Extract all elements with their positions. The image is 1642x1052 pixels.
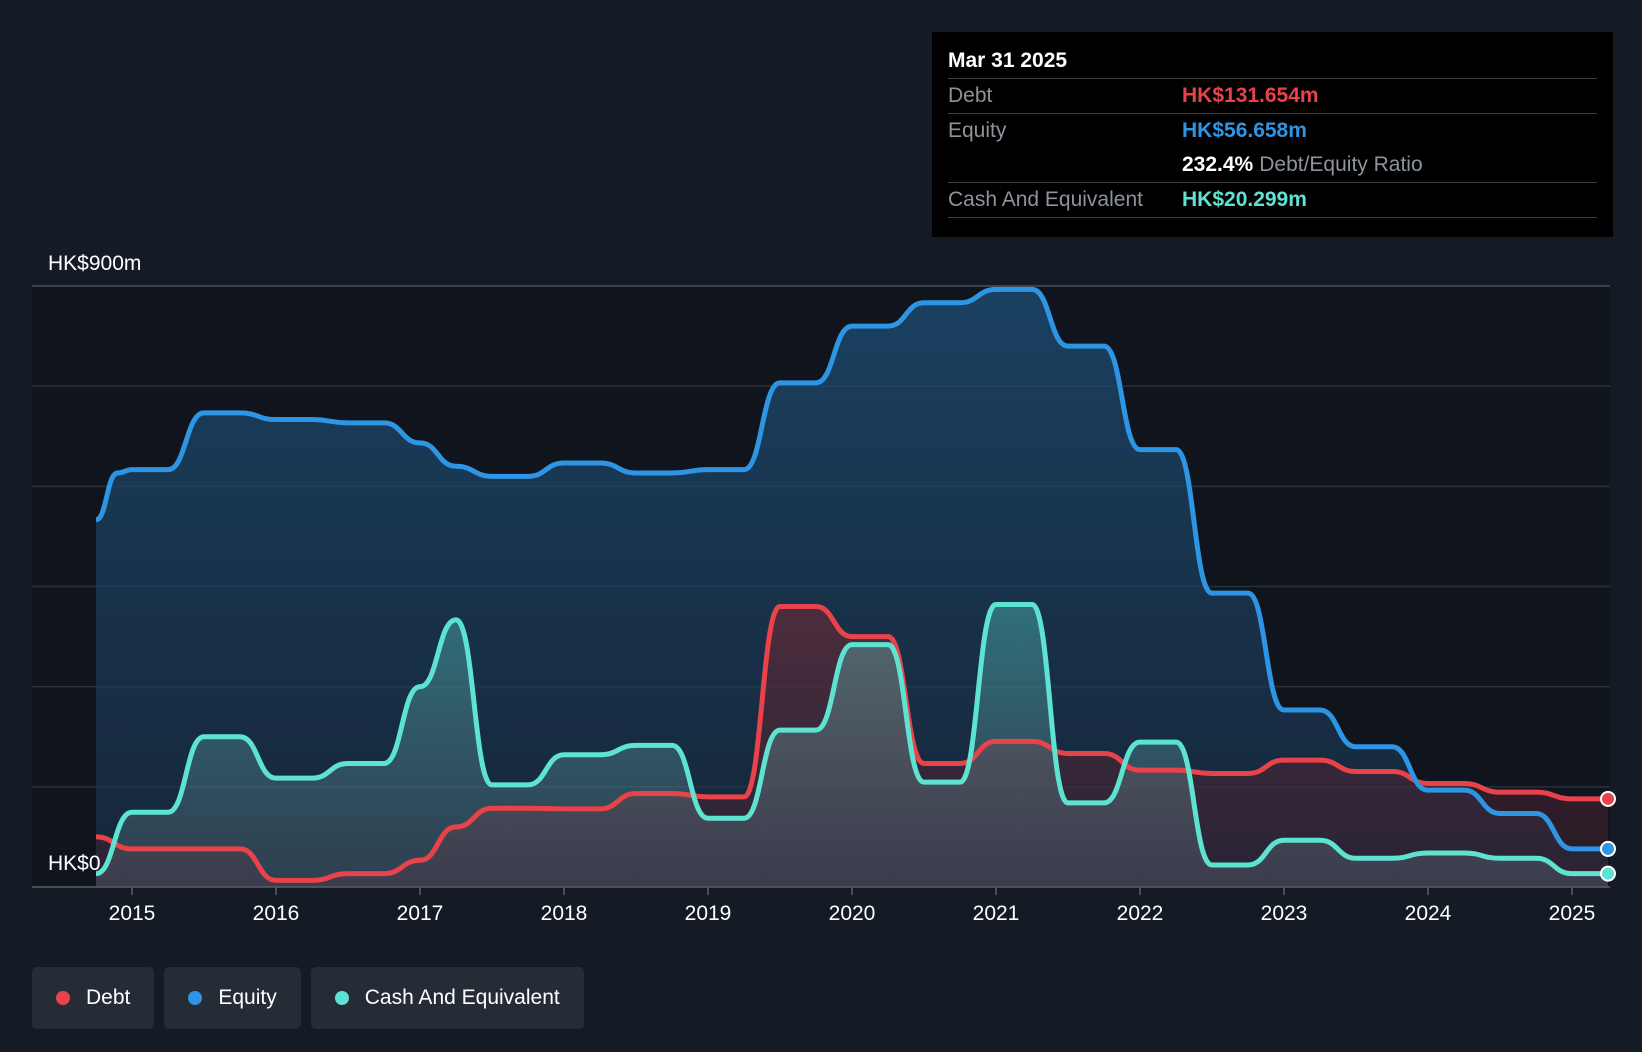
tooltip-cash-label: Cash And Equivalent [948,188,1143,211]
legend-item-cash[interactable]: Cash And Equivalent [310,967,584,1029]
tooltip-cash-value: HK$20.299m [1182,188,1307,211]
legend-cash-label: Cash And Equivalent [364,986,560,1009]
tooltip-row-equity: Equity HK$56.658m [948,114,1597,148]
series-lines [94,286,1608,883]
tooltip-debt-label: Debt [948,84,993,107]
equity-line [94,286,1608,852]
tooltip-ratio-text: Debt/Equity Ratio [1259,153,1423,176]
tooltip-equity-value: HK$56.658m [1182,119,1307,142]
legend: Debt Equity Cash And Equivalent [32,967,594,1029]
x-tick-label: 2022 [1117,902,1164,925]
x-tick-label: 2019 [685,902,732,925]
cash-line [95,602,1608,877]
tooltip-ratio-value: 232.4% [1182,153,1254,176]
cash-dot-icon [334,991,349,1005]
tooltip-date: Mar 31 2025 [948,46,1597,79]
debt-line [95,604,1608,883]
tooltip-debt-value: HK$131.654m [1182,84,1319,107]
tooltip-equity-label: Equity [948,119,1007,142]
cash-end-marker [1600,865,1616,882]
equity-end-marker [1600,840,1616,857]
x-tick-label: 2015 [109,902,156,925]
tooltip-ratio-label [948,148,1182,182]
x-axis-ticks: 2015 2016 2017 2018 2019 2020 2021 2022 2023 2024… [109,887,1596,925]
tooltip-row-ratio: 232.4% Debt/Equity Ratio [948,148,1597,183]
series-end-markers [1600,790,1616,882]
x-tick-label: 2023 [1261,902,1308,925]
x-tick-label: 2021 [973,902,1020,925]
x-tick-label: 2020 [829,902,876,925]
legend-debt-label: Debt [86,986,131,1009]
x-tick-label: 2018 [541,902,588,925]
debt-dot-icon [56,991,70,1005]
equity-dot-icon [188,991,203,1005]
x-tick-label: 2016 [253,902,300,925]
legend-equity-label: Equity [218,986,277,1009]
y-top-label: HK$900m [48,252,141,275]
x-tick-label: 2024 [1405,902,1452,925]
y-bottom-label: HK$0 [48,852,101,875]
legend-item-equity[interactable]: Equity [164,967,301,1029]
tooltip-row-debt: Debt HK$131.654m [948,79,1597,114]
x-tick-label: 2025 [1549,902,1596,925]
debt-end-marker [1600,790,1616,807]
x-tick-label: 2017 [397,902,444,925]
legend-item-debt[interactable]: Debt [32,967,155,1029]
tooltip-panel: Mar 31 2025 Debt HK$131.654m Equity HK$5… [932,32,1613,237]
tooltip-row-cash: Cash And Equivalent HK$20.299m [948,183,1597,218]
